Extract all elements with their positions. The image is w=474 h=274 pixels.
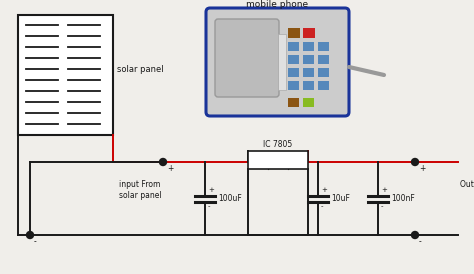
Text: +: +	[167, 164, 173, 173]
Circle shape	[411, 232, 419, 238]
Bar	[288, 42, 299, 51]
Text: +: +	[381, 187, 387, 193]
Text: IC 7805: IC 7805	[264, 140, 292, 149]
Bar	[303, 98, 314, 107]
Text: solar panel: solar panel	[118, 191, 161, 200]
Bar	[288, 55, 299, 64]
Bar	[288, 28, 300, 38]
Text: solar panel: solar panel	[117, 64, 164, 73]
FancyBboxPatch shape	[206, 8, 349, 116]
Bar	[303, 68, 314, 77]
Bar	[318, 55, 329, 64]
Text: 100uF: 100uF	[218, 194, 242, 203]
Text: -: -	[321, 204, 323, 210]
Text: mobile phone: mobile phone	[246, 0, 309, 9]
Bar	[288, 81, 299, 90]
Bar	[288, 68, 299, 77]
Text: 100nF: 100nF	[391, 194, 415, 203]
Circle shape	[27, 232, 34, 238]
Text: -: -	[381, 204, 383, 210]
Text: 2: 2	[276, 157, 280, 163]
Bar	[288, 98, 299, 107]
Text: 10uF: 10uF	[331, 194, 350, 203]
Bar	[278, 34, 286, 90]
Text: +: +	[208, 187, 214, 193]
Bar	[318, 68, 329, 77]
Text: 1: 1	[256, 157, 261, 163]
Text: +: +	[321, 187, 327, 193]
Bar	[318, 42, 329, 51]
Bar	[303, 55, 314, 64]
Text: -: -	[208, 204, 210, 210]
Bar	[248, 151, 308, 169]
Bar	[318, 81, 329, 90]
Text: Output t: Output t	[460, 180, 474, 189]
Text: -: -	[34, 237, 37, 246]
Bar	[303, 28, 315, 38]
Text: 3: 3	[295, 157, 300, 163]
Circle shape	[159, 158, 166, 165]
Bar	[303, 81, 314, 90]
Circle shape	[411, 158, 419, 165]
FancyBboxPatch shape	[215, 19, 279, 97]
Text: +: +	[419, 164, 425, 173]
Bar	[18, 15, 113, 135]
Text: -: -	[419, 237, 422, 246]
Bar	[303, 42, 314, 51]
Text: input From: input From	[119, 180, 161, 189]
